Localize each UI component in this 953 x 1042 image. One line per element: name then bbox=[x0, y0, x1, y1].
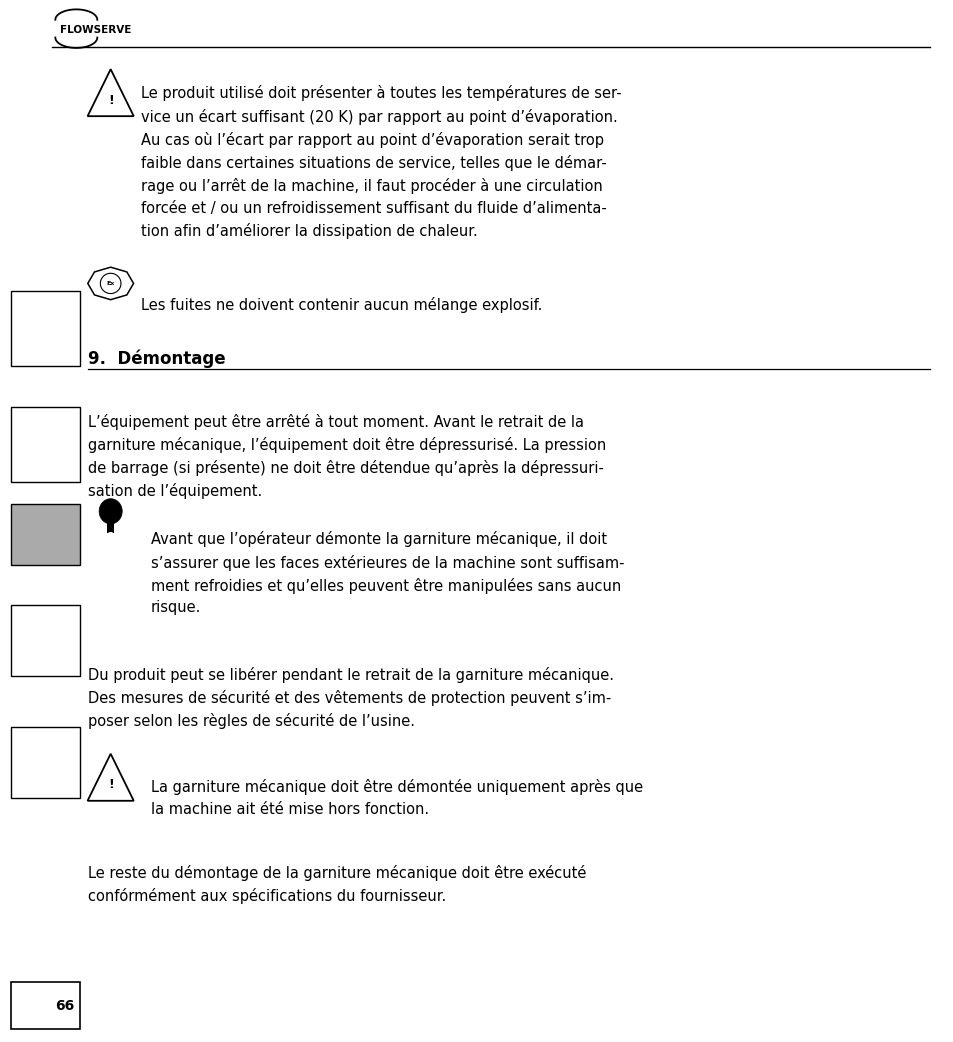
Polygon shape bbox=[100, 273, 121, 294]
Polygon shape bbox=[88, 69, 133, 116]
FancyBboxPatch shape bbox=[11, 982, 80, 1029]
FancyBboxPatch shape bbox=[11, 727, 80, 798]
Text: Les fuites ne doivent contenir aucun mélange explosif.: Les fuites ne doivent contenir aucun mél… bbox=[141, 297, 542, 313]
Text: !: ! bbox=[108, 94, 113, 106]
FancyBboxPatch shape bbox=[11, 407, 80, 482]
Polygon shape bbox=[88, 753, 133, 800]
Text: Le reste du démontage de la garniture mécanique doit être exécuté
confórmément a: Le reste du démontage de la garniture mé… bbox=[88, 865, 585, 904]
Polygon shape bbox=[107, 532, 114, 541]
FancyBboxPatch shape bbox=[11, 504, 80, 565]
FancyBboxPatch shape bbox=[11, 291, 80, 366]
Text: Avant que l’opérateur démonte la garniture mécanique, il doit
s’assurer que les : Avant que l’opérateur démonte la garnitu… bbox=[151, 531, 623, 616]
Text: 9.  Démontage: 9. Démontage bbox=[88, 349, 225, 368]
Text: 66: 66 bbox=[55, 998, 74, 1013]
Polygon shape bbox=[88, 267, 133, 300]
FancyBboxPatch shape bbox=[11, 605, 80, 676]
Text: Ex: Ex bbox=[107, 281, 114, 286]
Text: Le produit utilisé doit présenter à toutes les températures de ser-
vice un écar: Le produit utilisé doit présenter à tout… bbox=[141, 85, 621, 239]
Text: L’équipement peut être arrêté à tout moment. Avant le retrait de la
garniture mé: L’équipement peut être arrêté à tout mom… bbox=[88, 414, 605, 499]
Text: !: ! bbox=[108, 778, 113, 791]
Text: Du produit peut se libérer pendant le retrait de la garniture mécanique.
Des mes: Du produit peut se libérer pendant le re… bbox=[88, 667, 613, 729]
FancyBboxPatch shape bbox=[107, 513, 114, 534]
Polygon shape bbox=[99, 499, 122, 524]
Text: La garniture mécanique doit être démontée uniquement après que
la machine ait ét: La garniture mécanique doit être démonté… bbox=[151, 779, 642, 817]
Text: FLOWSERVE: FLOWSERVE bbox=[60, 25, 132, 35]
